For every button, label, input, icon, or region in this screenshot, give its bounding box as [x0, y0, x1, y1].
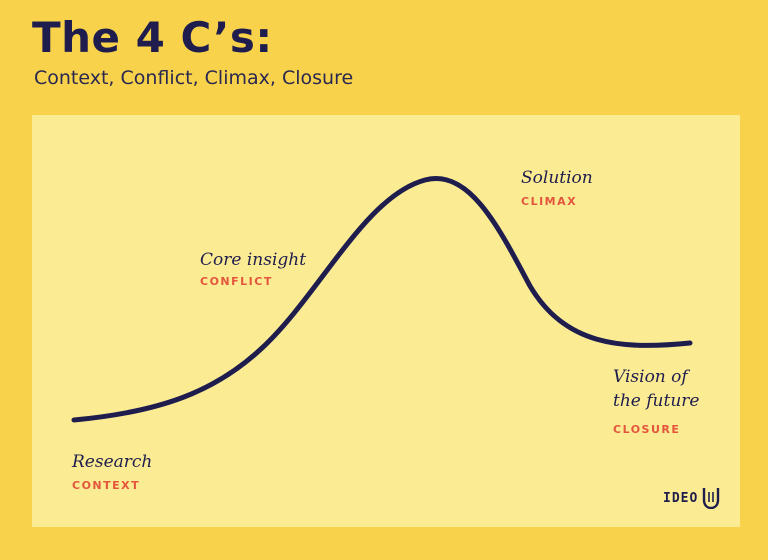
- ideo-logo: IDEO: [663, 487, 720, 509]
- logo-text: IDEO: [663, 490, 699, 506]
- diagram-panel: [32, 115, 740, 527]
- stage-vision-title-line2: the future: [613, 391, 700, 411]
- stage-closure-tag: CLOSURE: [613, 423, 681, 436]
- page-title: The 4 C’s:: [32, 13, 273, 62]
- u-shield-icon: [703, 488, 720, 509]
- arc-path: [71, 176, 693, 423]
- stage-research-title: Research: [72, 452, 153, 472]
- stage-solution-title: Solution: [521, 168, 593, 188]
- stage-vision-title: Vision of: [613, 367, 688, 387]
- stage-conflict-tag: CONFLICT: [200, 275, 273, 288]
- stage-climax-tag: CLIMAX: [521, 195, 578, 208]
- stage-core-insight-title: Core insight: [200, 250, 307, 270]
- stage-context-tag: CONTEXT: [72, 479, 141, 492]
- page-subtitle: Context, Conflict, Climax, Closure: [34, 67, 354, 89]
